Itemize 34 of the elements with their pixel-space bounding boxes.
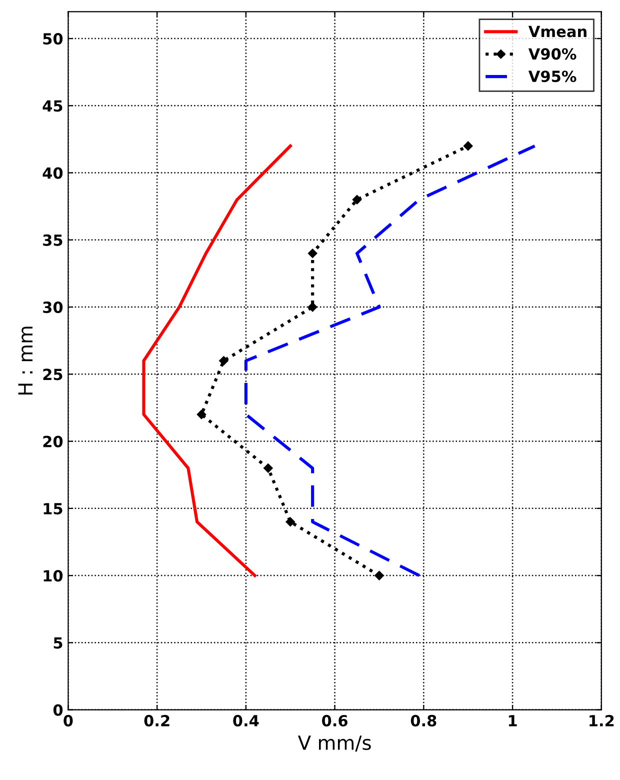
line-series <box>244 144 536 578</box>
y-tick-label: 20 <box>43 436 63 448</box>
y-tick-label: 15 <box>44 503 62 514</box>
x-tick-label: 1.2 <box>590 714 614 726</box>
y-tick-label: 25 <box>43 368 62 380</box>
y-tick-label: 30 <box>43 302 63 314</box>
x-tick-label: 0.2 <box>144 714 170 726</box>
legend-label: V95% <box>528 70 576 82</box>
point <box>219 356 228 366</box>
y-tick-label: 50 <box>43 33 63 45</box>
legend-label: V90% <box>528 48 576 60</box>
legend-label: Vmean <box>528 26 586 38</box>
point <box>308 248 318 258</box>
line-series <box>142 144 292 578</box>
point <box>352 195 362 204</box>
point <box>374 570 384 580</box>
y-axis-title: H : mm <box>18 326 32 395</box>
point <box>463 141 473 151</box>
x-tick-label: 0 <box>64 714 73 726</box>
y-tick-label: 10 <box>44 570 63 582</box>
point <box>286 517 295 526</box>
x-tick-label: 0.8 <box>410 714 436 726</box>
x-tick-label: 0.4 <box>233 714 259 726</box>
y-tick-label: 45 <box>42 100 62 112</box>
x-tick-label: 1 <box>508 715 517 726</box>
x-tick-label: 0.6 <box>322 714 348 726</box>
y-tick-label: 40 <box>42 167 63 179</box>
point <box>308 302 318 312</box>
point <box>196 410 206 420</box>
y-tick-label: 35 <box>43 234 62 246</box>
y-tick-label: 0 <box>53 704 63 716</box>
x-axis-title: V mm/s <box>298 736 371 752</box>
y-tick-label: 5 <box>54 637 62 649</box>
point <box>264 464 273 473</box>
